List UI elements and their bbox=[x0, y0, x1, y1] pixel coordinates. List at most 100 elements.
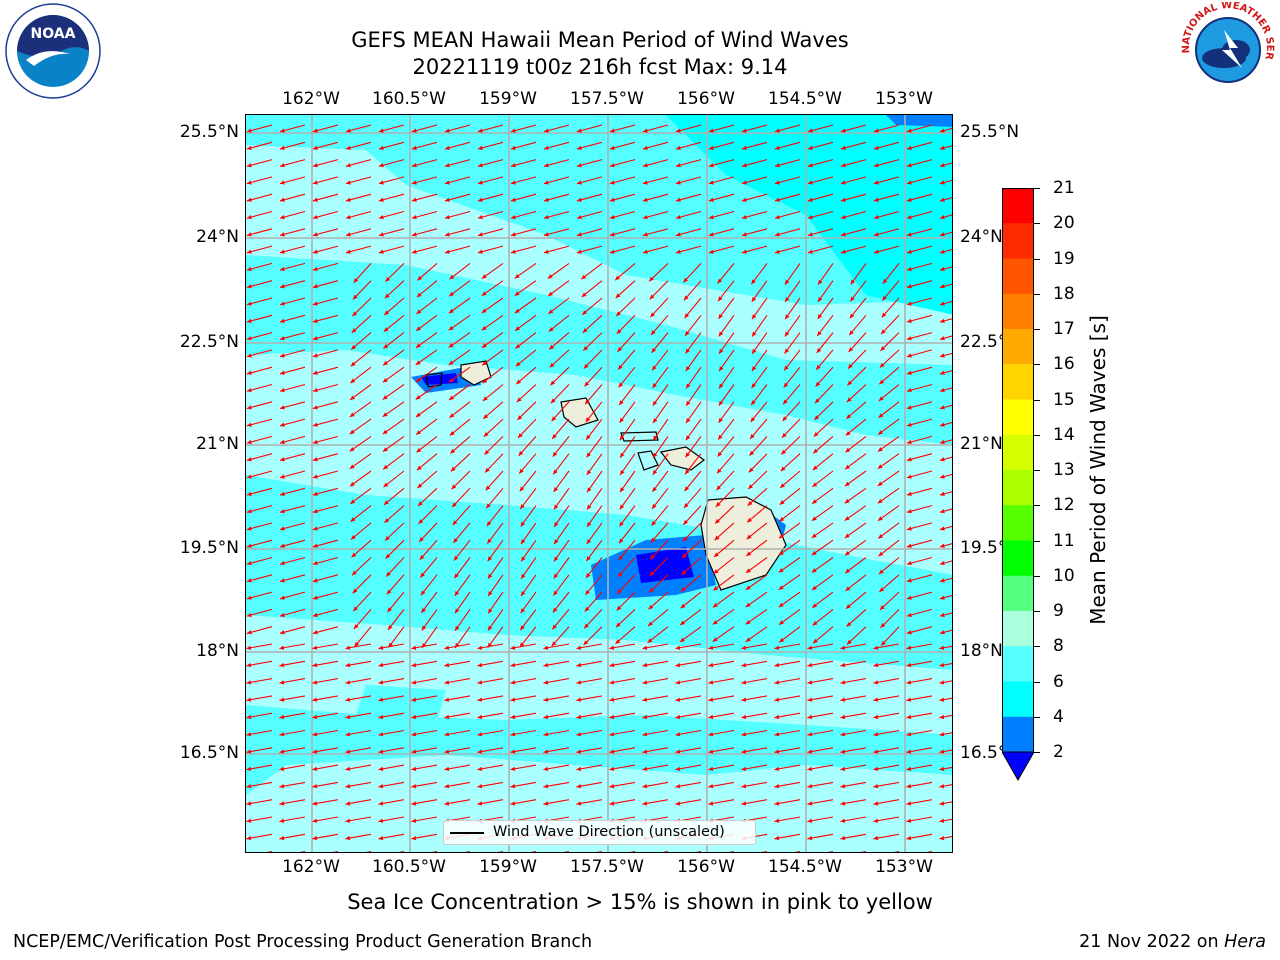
wind-wave-arrowhead bbox=[652, 486, 657, 492]
wind-wave-arrowhead bbox=[279, 818, 285, 823]
wind-wave-arrowhead bbox=[482, 396, 488, 401]
wind-wave-arrowhead bbox=[680, 603, 686, 609]
wind-wave-arrowhead bbox=[653, 452, 658, 458]
wind-wave-arrowhead bbox=[749, 450, 755, 456]
wind-wave-arrowhead bbox=[774, 732, 780, 737]
wind-wave-arrowhead bbox=[713, 586, 719, 591]
wind-wave-arrowhead bbox=[485, 485, 491, 491]
colorbar-tick-mark bbox=[1034, 434, 1040, 436]
wind-wave-arrowhead bbox=[279, 387, 285, 393]
wind-wave-arrowhead bbox=[807, 163, 813, 168]
wind-wave-arrowhead bbox=[844, 533, 850, 538]
wind-wave-arrowhead bbox=[378, 214, 384, 220]
wind-wave-arrowhead bbox=[939, 232, 945, 237]
wind-wave-arrowhead bbox=[877, 464, 883, 469]
wind-wave-arrowhead bbox=[345, 680, 351, 685]
wind-wave-arrowhead bbox=[312, 749, 318, 754]
colorbar-tick-label: 2 bbox=[1053, 742, 1064, 762]
wind-wave-arrowhead bbox=[449, 413, 455, 418]
wind-wave-arrowhead bbox=[345, 732, 351, 737]
wind-wave-arrowhead bbox=[844, 481, 850, 487]
wind-wave-arrowhead bbox=[279, 249, 285, 254]
wind-wave-arrowhead bbox=[349, 481, 355, 487]
wind-wave-arrowhead bbox=[312, 197, 318, 202]
wind-wave-arrowhead bbox=[848, 347, 854, 352]
wind-wave-arrowhead bbox=[746, 568, 751, 573]
wind-wave-arrowhead bbox=[807, 801, 813, 806]
colorbar-tick-mark bbox=[1034, 611, 1040, 612]
map-panel bbox=[245, 114, 953, 853]
wind-wave-arrowhead bbox=[543, 766, 549, 771]
wind-wave-arrowhead bbox=[616, 311, 621, 316]
wind-wave-arrowhead bbox=[353, 624, 359, 629]
wind-wave-arrowhead bbox=[618, 364, 623, 370]
wind-wave-arrowhead bbox=[246, 680, 252, 685]
wind-wave-arrowhead bbox=[618, 382, 624, 388]
wind-wave-arrowhead bbox=[840, 197, 846, 202]
wind-wave-arrowhead bbox=[576, 801, 582, 806]
wind-wave-arrowhead bbox=[477, 766, 483, 771]
wind-wave-arrowhead bbox=[481, 325, 487, 331]
wind-wave-arrowhead bbox=[415, 360, 421, 365]
wind-wave-arrowhead bbox=[448, 377, 454, 383]
wind-wave-arrowhead bbox=[877, 447, 883, 452]
wind-wave-arrowhead bbox=[444, 783, 450, 789]
wind-wave-arrowhead bbox=[741, 783, 747, 789]
wind-wave-arrowhead bbox=[807, 145, 813, 150]
wind-wave-arrowhead bbox=[246, 749, 252, 754]
wind-wave-arrowhead bbox=[444, 697, 450, 702]
wind-wave-arrowhead bbox=[487, 556, 493, 562]
wind-wave-arrowhead bbox=[312, 318, 318, 323]
wind-wave-arrowhead bbox=[609, 214, 615, 220]
wind-wave-arrowhead bbox=[312, 301, 318, 306]
wind-wave-arrowhead bbox=[349, 412, 355, 417]
wind-wave-arrowhead bbox=[752, 348, 757, 354]
wind-wave-arrowhead bbox=[550, 380, 556, 386]
wind-wave-arrowhead bbox=[906, 163, 912, 168]
wind-wave-arrowhead bbox=[510, 783, 516, 789]
wind-wave-arrowhead bbox=[246, 543, 252, 548]
wind-wave-arrowhead bbox=[807, 214, 813, 220]
wind-wave-arrowhead bbox=[781, 433, 787, 438]
wind-wave-arrowhead bbox=[906, 818, 912, 823]
wind-wave-arrowhead bbox=[444, 714, 450, 720]
wind-wave-arrowhead bbox=[411, 766, 417, 771]
wind-wave-arrowhead bbox=[246, 128, 252, 133]
wind-wave-arrowhead bbox=[708, 180, 714, 185]
wind-wave-arrowhead bbox=[510, 128, 516, 133]
wind-wave-arrowhead bbox=[279, 180, 285, 185]
footer-date: 21 Nov 2022 on bbox=[1079, 932, 1225, 952]
wind-wave-arrowhead bbox=[784, 279, 790, 285]
wind-wave-arrowhead bbox=[873, 249, 879, 254]
wind-wave-arrowhead bbox=[681, 570, 687, 575]
wind-wave-arrowhead bbox=[279, 697, 285, 702]
colorbar-tick-label: 8 bbox=[1053, 636, 1064, 657]
wind-wave-arrowhead bbox=[906, 180, 912, 185]
wind-wave-arrowhead bbox=[312, 560, 318, 566]
wind-wave-arrowhead bbox=[516, 397, 522, 403]
wind-wave-arrowhead bbox=[873, 749, 879, 754]
wind-wave-arrowhead bbox=[878, 413, 884, 418]
wind-wave-arrowhead bbox=[576, 697, 582, 702]
wind-wave-arrowhead bbox=[477, 249, 483, 254]
wind-wave-arrowhead bbox=[685, 348, 690, 354]
wind-wave-arrowhead bbox=[682, 536, 688, 542]
wind-wave-arrowhead bbox=[741, 801, 747, 806]
wind-wave-arrowhead bbox=[312, 214, 318, 220]
wind-wave-arrowhead bbox=[850, 279, 856, 285]
wind-wave-arrowhead bbox=[906, 491, 912, 496]
wind-wave-arrowhead bbox=[642, 214, 648, 220]
wind-wave-arrowhead bbox=[246, 353, 252, 358]
wind-wave-arrowhead bbox=[652, 383, 657, 389]
wind-wave-arrowhead bbox=[444, 680, 450, 685]
map-legend: Wind Wave Direction (unscaled) bbox=[443, 820, 756, 845]
wind-wave-arrowhead bbox=[939, 370, 945, 375]
wind-wave-arrowhead bbox=[345, 835, 351, 841]
wind-wave-arrowhead bbox=[939, 835, 945, 841]
wind-wave-arrowhead bbox=[712, 620, 718, 625]
wind-wave-arrowhead bbox=[378, 680, 384, 685]
wind-wave-arrowhead bbox=[518, 450, 524, 456]
wind-wave-arrowhead bbox=[684, 313, 690, 319]
colorbar-tick-label: 20 bbox=[1053, 213, 1075, 234]
wind-wave-arrowhead bbox=[840, 232, 846, 237]
